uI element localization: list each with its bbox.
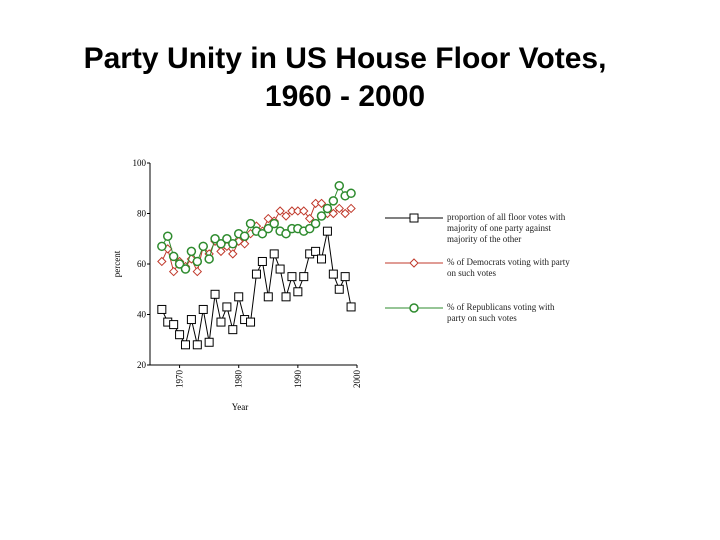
marker [157,304,167,314]
marker [192,340,202,350]
marker [299,272,309,282]
marker [346,188,356,199]
marker [334,284,344,294]
marker [168,266,179,277]
chart-title: 1960 - 2000 [265,80,425,113]
legend-label: % of Democrats voting with party on such… [447,257,570,278]
marker [157,256,167,267]
marker [346,203,356,214]
marker [175,330,185,340]
marker [174,259,185,269]
y-tick-label: 100 [133,158,147,168]
chart-title: Party Unity in US House Floor Votes, [84,42,607,75]
marker [245,218,256,229]
marker [257,256,267,266]
marker [293,287,303,297]
marker [180,264,191,274]
marker [216,317,226,327]
marker [281,228,291,239]
marker [168,251,179,262]
marker [317,254,327,264]
marker [222,302,232,312]
marker [340,208,350,219]
marker [334,180,345,191]
marker [263,213,273,224]
marker [263,223,274,234]
marker [281,292,291,302]
marker [316,198,327,209]
marker [234,292,244,302]
marker [287,272,297,282]
marker [162,231,173,241]
marker [281,211,291,221]
marker [204,337,214,347]
x-tick-label: 1980 [234,370,244,389]
marker [186,315,196,325]
marker [322,203,333,214]
marker [216,246,226,257]
y-tick-label: 40 [137,310,147,320]
marker [216,239,226,249]
y-tick-label: 20 [137,360,147,370]
marker [263,292,273,302]
marker [269,249,279,259]
marker [228,239,238,249]
marker [409,258,419,268]
marker [192,256,203,267]
marker [186,246,197,257]
legend-label: proportion of all floor votes with major… [447,212,566,244]
marker [275,264,285,274]
marker [304,213,315,224]
y-tick-label: 60 [137,259,147,269]
marker [198,304,208,314]
marker [328,196,339,206]
marker [210,289,220,299]
marker [409,213,419,223]
marker [222,234,232,244]
x-tick-label: 1990 [293,370,303,389]
marker [346,302,356,312]
marker [328,208,339,219]
marker [198,241,208,252]
marker [409,303,419,313]
marker [157,241,167,252]
marker [228,249,238,259]
marker [210,234,220,244]
y-tick-label: 80 [137,209,147,219]
marker [269,218,279,229]
marker [275,206,285,216]
marker [316,211,327,221]
y-axis-label: percent [112,250,122,277]
marker [322,226,332,236]
marker [180,340,190,350]
marker [192,266,203,277]
marker [340,272,350,282]
marker [311,246,321,256]
marker [257,228,268,239]
marker [246,317,256,327]
legend-label: % of Republicans voting with party on su… [447,302,555,323]
marker [304,223,315,234]
x-tick-label: 2000 [352,370,362,389]
x-axis-label: Year [232,402,249,412]
x-tick-label: 1970 [175,370,185,389]
marker [328,269,338,279]
marker [228,325,238,335]
marker [239,231,250,241]
marker [251,269,261,279]
marker [299,206,309,216]
marker [169,320,179,330]
marker [239,239,250,249]
marker [204,254,214,264]
marker [334,203,344,214]
marker [310,218,321,229]
